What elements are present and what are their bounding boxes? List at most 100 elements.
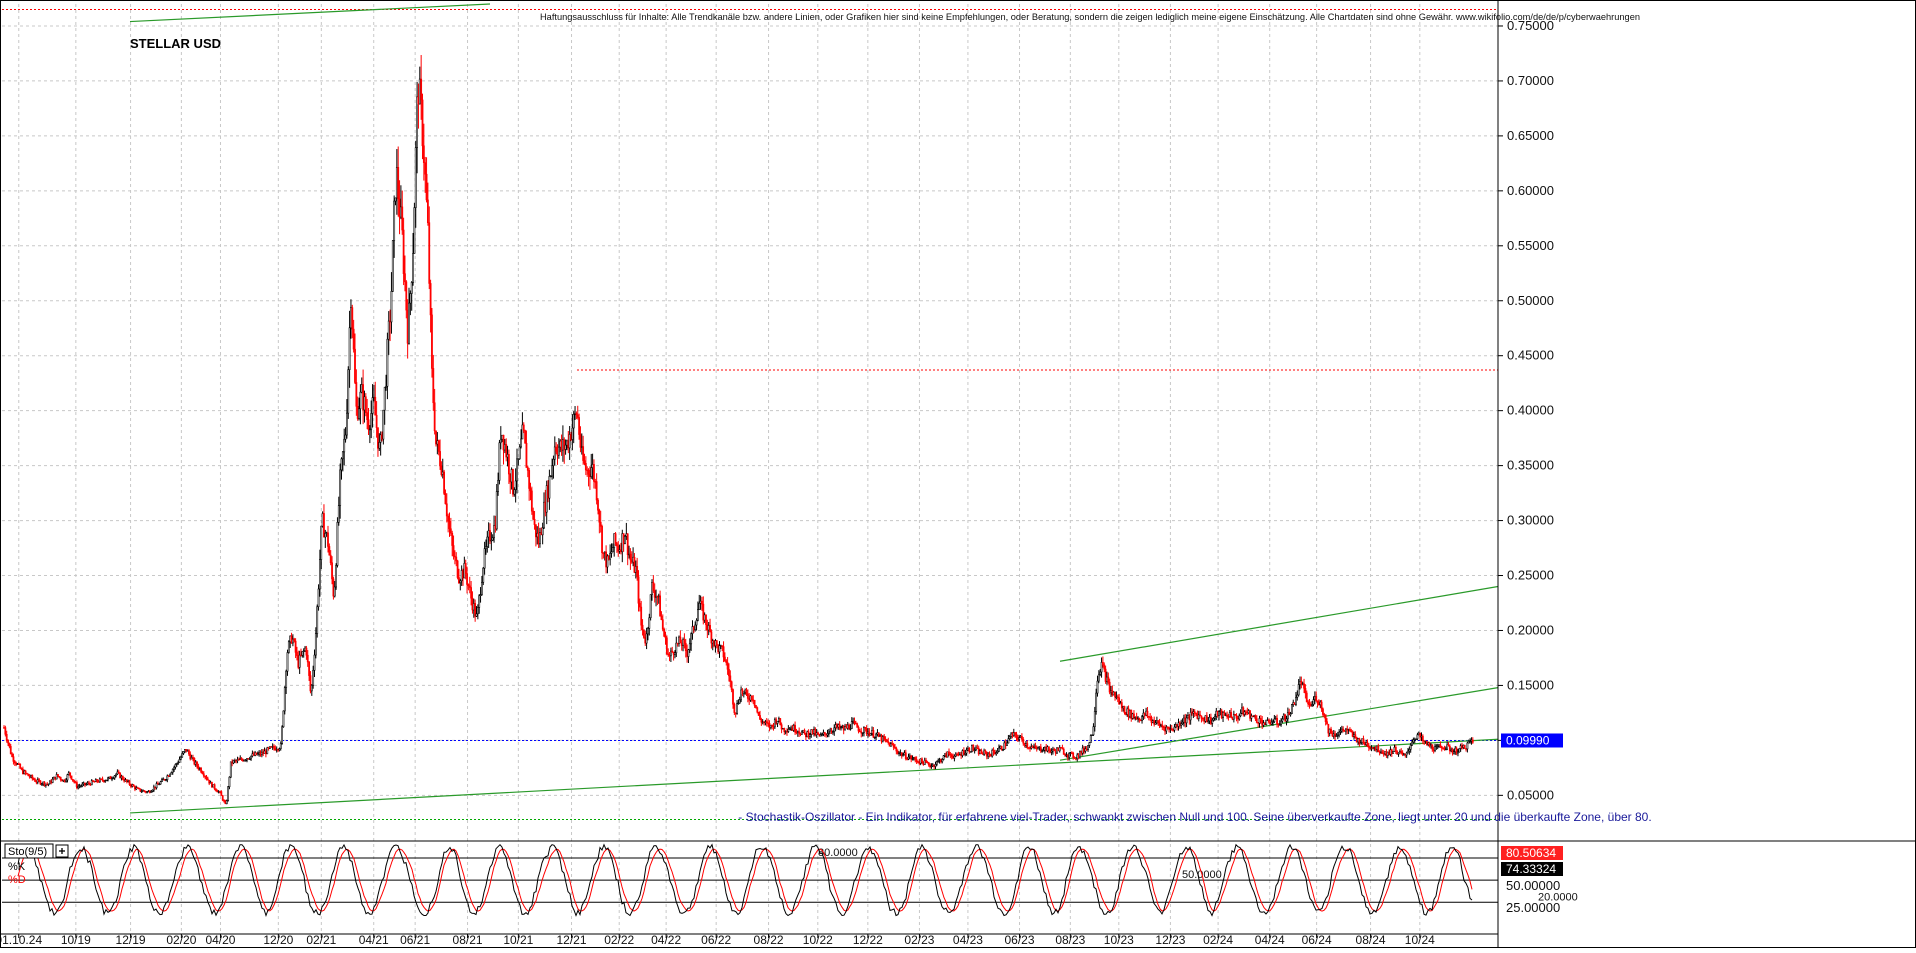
candle-up-body xyxy=(1030,746,1033,749)
candle-down-body xyxy=(421,99,424,147)
candle-up-body xyxy=(1204,715,1207,722)
candle-up-body xyxy=(669,650,672,657)
candle-down-body xyxy=(780,724,783,730)
candle-up-body xyxy=(1156,720,1158,724)
candle-down-body xyxy=(1176,724,1179,727)
candle-up-body xyxy=(463,563,466,579)
candle-up-body xyxy=(821,733,824,736)
candle-down-body xyxy=(1320,701,1323,710)
candle-up-body xyxy=(899,752,902,754)
candle-up-body xyxy=(1357,738,1359,743)
candle-up-body xyxy=(1219,710,1222,712)
candle-up-body xyxy=(147,790,150,793)
x-tick-label: 04/23 xyxy=(953,933,983,947)
candle-down-body xyxy=(765,721,768,724)
candle-down-body xyxy=(1147,716,1150,718)
candle-up-body xyxy=(975,747,977,751)
x-tick-label: 01.10.24 xyxy=(0,933,42,947)
candle-up-body xyxy=(287,641,290,653)
candle-up-body xyxy=(1187,715,1189,719)
candle-up-body xyxy=(776,720,779,724)
candle-down-body xyxy=(1385,751,1388,757)
candle-up-body xyxy=(942,755,945,760)
candle-down-body xyxy=(1396,751,1399,755)
candle-up-body xyxy=(568,434,571,449)
candle-down-body xyxy=(1288,712,1291,716)
candle-down-body xyxy=(640,606,643,626)
candle-down-body xyxy=(1349,728,1351,732)
candle-up-body xyxy=(517,458,520,460)
candle-up-body xyxy=(890,743,892,747)
candle-down-body xyxy=(683,639,686,644)
candle-up-body xyxy=(687,649,690,657)
candle-down-body xyxy=(1166,726,1169,729)
candle-down-body xyxy=(1200,715,1203,719)
candle-up-body xyxy=(1215,710,1218,717)
candle-down-body xyxy=(723,656,726,662)
candle-up-body xyxy=(250,755,252,760)
candle-down-body xyxy=(204,775,207,778)
candle-up-body xyxy=(1050,750,1053,753)
y-tick-label: 0.55000 xyxy=(1507,238,1554,253)
candle-down-body xyxy=(746,693,749,699)
candle-down-body xyxy=(1257,722,1260,724)
candle-up-body xyxy=(923,759,926,765)
candles xyxy=(3,55,1474,805)
candle-up-body xyxy=(258,752,261,755)
candle-up-body xyxy=(146,791,149,793)
candle-up-body xyxy=(409,293,412,304)
candle-down-body xyxy=(103,780,105,782)
candle-down-body xyxy=(1066,754,1069,758)
candle-up-body xyxy=(907,756,910,760)
candle-down-body xyxy=(799,733,802,735)
x-tick-label: 12/22 xyxy=(853,933,883,947)
candle-down-body xyxy=(993,752,996,755)
candle-up-body xyxy=(158,783,161,786)
candle-down-body xyxy=(397,167,400,200)
candle-down-body xyxy=(1388,751,1391,755)
candle-up-body xyxy=(944,753,946,756)
candle-down-body xyxy=(680,642,683,646)
candle-up-body xyxy=(1311,704,1314,706)
candle-up-body xyxy=(483,548,486,569)
candle-up-body xyxy=(1177,722,1180,727)
candle-down-body xyxy=(1346,728,1349,731)
candle-up-body xyxy=(737,702,740,705)
candle-down-body xyxy=(1300,681,1303,685)
candle-down-body xyxy=(1447,744,1450,747)
x-tick-label: 10/21 xyxy=(503,933,533,947)
x-tick-label: 08/21 xyxy=(453,933,483,947)
candle-down-body xyxy=(555,446,558,452)
candle-up-body xyxy=(806,731,809,738)
candle-down-body xyxy=(58,776,61,778)
candle-up-body xyxy=(343,438,346,453)
candle-down-body xyxy=(452,545,455,557)
candle-down-body xyxy=(587,469,590,475)
candle-down-body xyxy=(729,675,732,682)
candle-up-body xyxy=(339,469,342,506)
candle-up-body xyxy=(418,78,421,105)
candle-down-body xyxy=(255,752,258,756)
candle-up-body xyxy=(209,781,212,784)
candle-up-body xyxy=(609,552,612,560)
candle-up-body xyxy=(1301,683,1304,685)
candle-down-body xyxy=(1358,738,1361,745)
candle-up-body xyxy=(499,438,502,444)
candle-down-body xyxy=(420,78,423,101)
candle-up-body xyxy=(194,761,197,765)
candle-down-body xyxy=(1254,715,1257,720)
candle-up-body xyxy=(1411,741,1413,746)
candle-up-body xyxy=(647,628,649,635)
candle-down-body xyxy=(726,662,729,670)
candle-down-body xyxy=(734,712,737,714)
candle-up-body xyxy=(171,768,174,773)
candle-down-body xyxy=(1158,722,1161,726)
candle-down-body xyxy=(817,732,819,735)
candle-up-body xyxy=(313,654,316,671)
candle-up-body xyxy=(819,734,822,737)
candle-up-body xyxy=(610,551,613,554)
candle-down-body xyxy=(767,722,770,724)
candle-up-body xyxy=(695,620,698,626)
candle-up-body xyxy=(1335,735,1338,737)
candle-down-body xyxy=(636,566,639,578)
